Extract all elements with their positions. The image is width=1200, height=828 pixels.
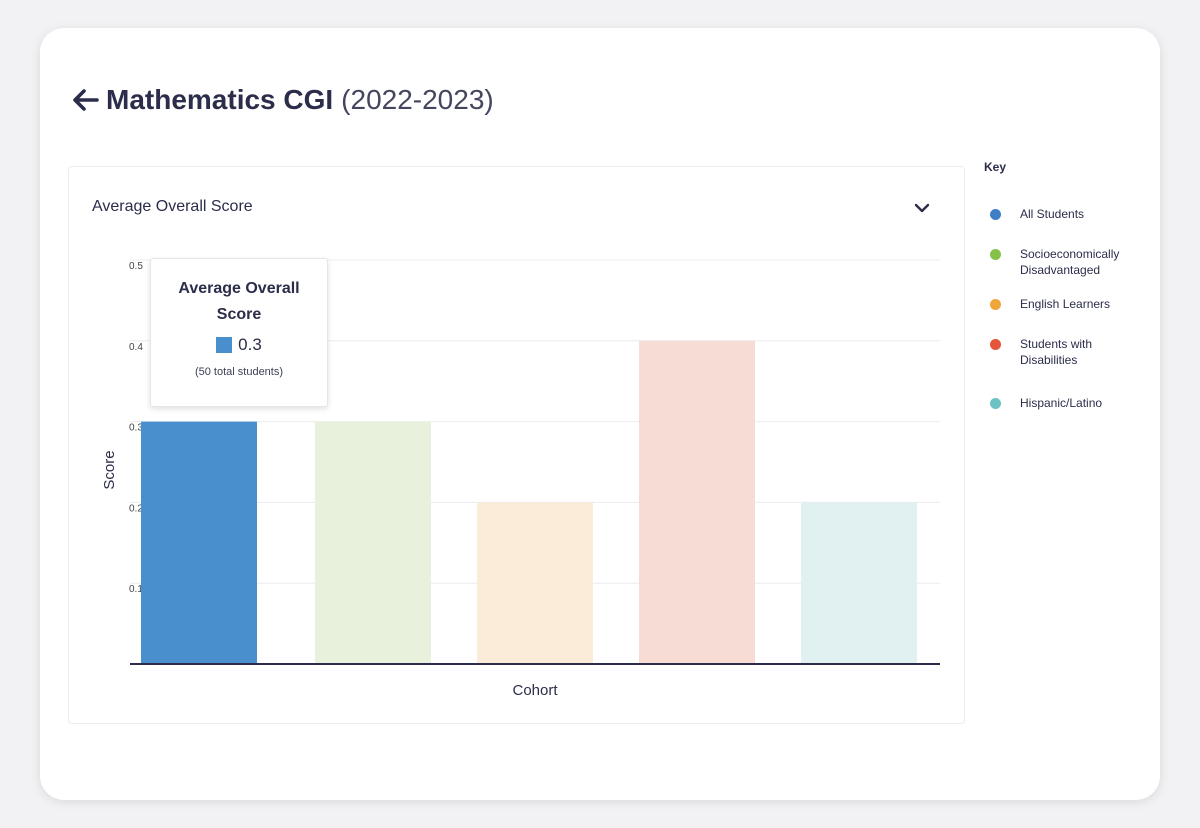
tooltip-note: (50 total students) <box>194 366 284 378</box>
tooltip-swatch <box>216 337 233 353</box>
bar-chart-svg: 0.1 0.2 0.3 0.4 0.5 Cohort Score <box>101 259 940 699</box>
y-axis-title: Score <box>101 450 118 489</box>
legend-label: English Learners <box>1020 297 1111 311</box>
page-title: Mathematics CGI <box>106 84 334 115</box>
legend-item[interactable]: Hispanic/Latino <box>990 395 1160 411</box>
x-axis-title: Cohort <box>512 682 558 699</box>
tooltip-title: Average Overall Score <box>178 280 300 323</box>
legend: Key All Students Socioeconomically Disad… <box>984 160 1164 410</box>
chart-tooltip: Average Overall Score 0.3 (50 total stud… <box>150 258 328 407</box>
legend-dot-icon <box>990 299 1001 310</box>
page-year: (2022-2023) <box>341 84 494 115</box>
legend-item[interactable]: Socioeconomically Disadvantaged <box>990 246 1160 278</box>
legend-dot-icon <box>990 249 1001 260</box>
y-tick-label: 0.5 <box>129 261 143 272</box>
y-tick-label: 0.4 <box>129 342 143 353</box>
bar <box>639 340 755 664</box>
y-tick-label: 0.1 <box>129 584 143 595</box>
legend-label: Students with Disabilities <box>1020 337 1093 367</box>
chart-panel-title: Average Overall Score <box>92 198 253 215</box>
y-tick-label: 0.2 <box>129 503 143 514</box>
bar <box>477 502 593 664</box>
tooltip-value: 0.3 <box>238 335 262 354</box>
chevron-down-icon[interactable] <box>912 198 932 218</box>
legend-item[interactable]: All Students <box>990 206 1160 222</box>
legend-label: Socioeconomically Disadvantaged <box>1020 247 1120 277</box>
tooltip-value-row: 0.3 <box>151 335 327 355</box>
legend-label: All Students <box>1020 207 1085 221</box>
legend-item[interactable]: English Learners <box>990 296 1160 312</box>
bar <box>141 421 257 664</box>
legend-dot-icon <box>990 209 1001 220</box>
legend-dot-icon <box>990 398 1001 409</box>
legend-dot-icon <box>990 339 1001 350</box>
back-arrow-icon[interactable] <box>70 85 100 115</box>
legend-label: Hispanic/Latino <box>1020 396 1103 410</box>
bar <box>315 421 431 664</box>
page-header: Mathematics CGI (2022-2023) <box>70 80 494 120</box>
legend-title: Key <box>984 160 1007 174</box>
bar-chart: 0.1 0.2 0.3 0.4 0.5 Cohort Score <box>90 250 950 710</box>
bar <box>801 502 917 664</box>
y-tick-label: 0.3 <box>129 423 143 434</box>
legend-item[interactable]: Students with Disabilities <box>990 336 1160 368</box>
